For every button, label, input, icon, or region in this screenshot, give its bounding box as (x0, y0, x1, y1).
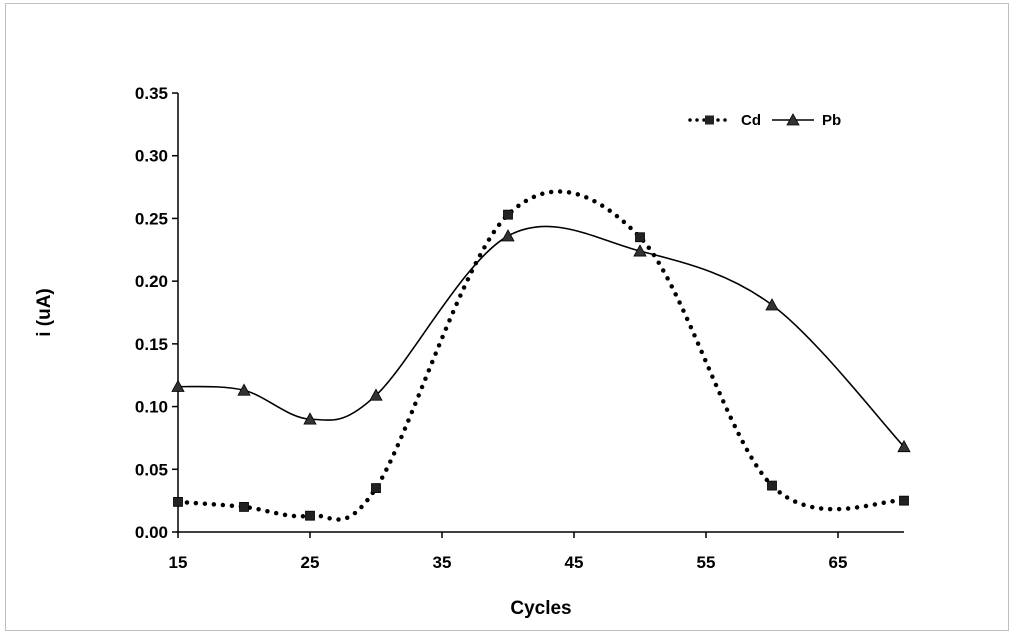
series-pb-point (237, 383, 251, 396)
series-cd-point (899, 495, 909, 506)
x-tick-label: 35 (433, 553, 452, 572)
legend-pb-label: Pb (822, 112, 841, 129)
legend-entry-cd: Cd (688, 112, 761, 129)
y-tick-label: 0.30 (135, 147, 168, 166)
series-pb-point (633, 244, 647, 257)
x-ticks: 15 25 35 45 55 65 (169, 532, 848, 572)
series-cd-line (175, 189, 907, 522)
series-pb-point (501, 229, 515, 242)
series-pb-line (177, 225, 905, 448)
x-tick-label: 45 (565, 553, 584, 572)
x-tick-label: 55 (697, 553, 716, 572)
y-tick-label: 0.20 (135, 272, 168, 291)
series-cd-point (371, 483, 381, 494)
series-pb-point (369, 388, 383, 401)
series-cd-point (503, 209, 513, 220)
x-tick-label: 65 (829, 553, 848, 572)
legend: Cd Pb (688, 112, 841, 129)
legend-cd-marker (705, 115, 714, 125)
series-pb-point (171, 379, 185, 392)
y-tick-label: 0.00 (135, 523, 168, 542)
y-tick-label: 0.35 (135, 84, 168, 103)
y-tick-label: 0.15 (135, 335, 168, 354)
series-cd-point (767, 480, 777, 491)
series-pb-point (303, 412, 317, 425)
series-cd (173, 189, 909, 522)
y-tick-label: 0.05 (135, 460, 168, 479)
series-cd-point (173, 496, 183, 507)
series-pb-point (765, 298, 779, 311)
y-axis-title: i (uA) (34, 288, 55, 337)
series-cd-point (239, 502, 249, 512)
legend-cd-label: Cd (741, 112, 761, 129)
series-cd-point (305, 510, 315, 521)
series-pb (171, 225, 911, 453)
series-cd-point (635, 232, 645, 243)
y-tick-label: 0.10 (135, 398, 168, 417)
x-tick-label: 25 (301, 553, 320, 572)
x-tick-label: 15 (169, 553, 188, 572)
y-ticks: 0.00 0.05 0.10 0.15 0.20 0.25 0.30 0.35 (135, 84, 178, 542)
x-axis-title: Cycles (510, 598, 571, 619)
series-layer (171, 189, 911, 522)
chart-frame (5, 3, 1009, 631)
series-pb-point (897, 439, 911, 453)
legend-entry-pb: Pb (772, 112, 841, 129)
y-tick-label: 0.25 (135, 209, 168, 228)
legend-pb-marker (786, 113, 800, 126)
